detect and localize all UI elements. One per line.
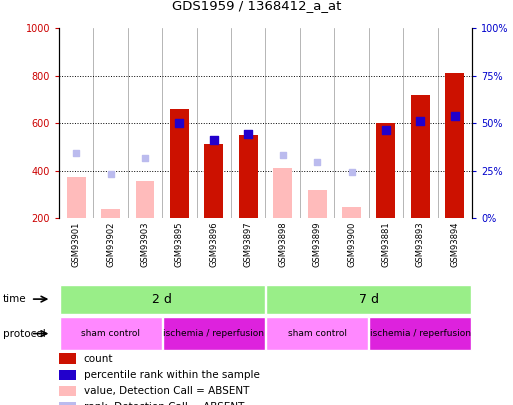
Bar [60,285,265,313]
Text: ischemia / reperfusion: ischemia / reperfusion [163,329,264,338]
Text: GSM93893: GSM93893 [416,222,425,267]
Bar [170,109,189,218]
Text: GSM93902: GSM93902 [106,222,115,267]
Point [72,149,81,156]
Bar [445,73,464,218]
Bar [204,145,223,218]
Text: time: time [3,294,26,304]
Text: GSM93901: GSM93901 [72,222,81,267]
Bar [101,209,120,218]
Text: GSM93898: GSM93898 [278,222,287,267]
Text: 2 d: 2 d [152,292,172,306]
Point [210,136,218,143]
Point [175,120,184,126]
Bar [308,190,327,218]
Text: count: count [84,354,113,364]
Point [244,130,252,137]
Point [313,159,321,166]
Text: 7 d: 7 d [359,292,379,306]
Text: GSM93900: GSM93900 [347,222,356,267]
Bar [60,317,162,350]
Text: GSM93903: GSM93903 [141,222,149,267]
Text: GSM93899: GSM93899 [312,222,322,267]
Bar [135,181,154,218]
Bar [59,354,75,364]
Text: protocol: protocol [3,328,45,339]
Point [141,154,149,161]
Text: GSM93894: GSM93894 [450,222,459,267]
Point [382,127,390,134]
Text: percentile rank within the sample: percentile rank within the sample [84,370,260,380]
Bar [163,317,265,350]
Bar [266,317,368,350]
Text: sham control: sham control [81,329,140,338]
Bar [239,135,258,218]
Bar [411,95,430,218]
Bar [67,177,86,218]
Point [416,117,424,124]
Bar [342,207,361,218]
Text: rank, Detection Call = ABSENT: rank, Detection Call = ABSENT [84,402,244,405]
Point [450,113,459,119]
Text: GSM93895: GSM93895 [175,222,184,267]
Point [279,152,287,158]
Text: GDS1959 / 1368412_a_at: GDS1959 / 1368412_a_at [172,0,341,13]
Text: GSM93881: GSM93881 [382,222,390,267]
Text: GSM93897: GSM93897 [244,222,253,267]
Text: sham control: sham control [288,329,347,338]
Point [107,171,115,177]
Bar [266,285,471,313]
Bar [59,402,75,405]
Bar [273,168,292,218]
Text: ischemia / reperfusion: ischemia / reperfusion [370,329,471,338]
Text: GSM93896: GSM93896 [209,222,219,267]
Bar [377,123,396,218]
Point [347,168,356,175]
Bar [59,386,75,396]
Bar [59,370,75,380]
Bar [369,317,471,350]
Bar [204,168,223,218]
Text: value, Detection Call = ABSENT: value, Detection Call = ABSENT [84,386,249,396]
